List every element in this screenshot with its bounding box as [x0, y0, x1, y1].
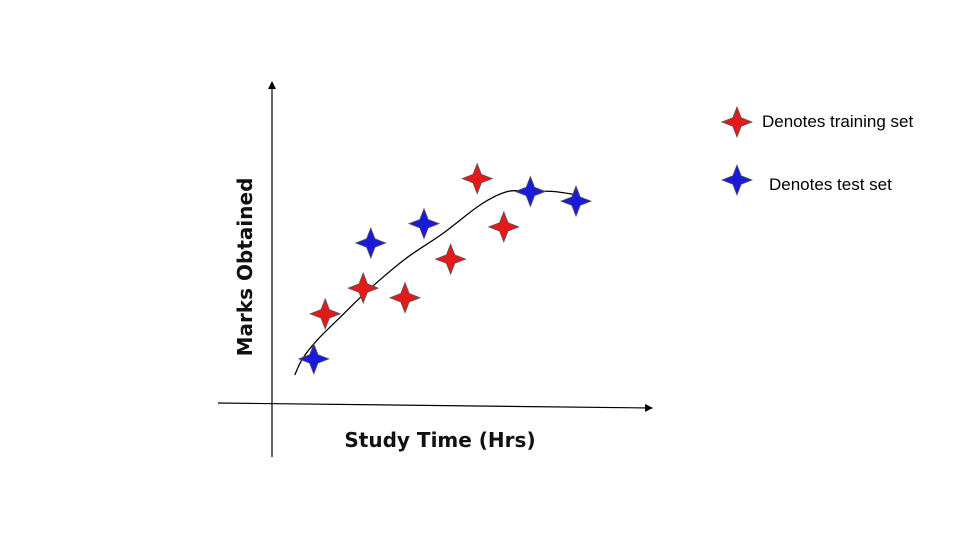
legend: Denotes training set Denotes test set	[720, 105, 913, 197]
data-point-test-4	[559, 185, 593, 218]
data-point-training-5	[487, 210, 520, 244]
legend-marker-training	[720, 105, 754, 139]
data-point-test-2	[407, 207, 441, 240]
legend-marker-test	[720, 163, 754, 197]
data-point-test-0	[297, 342, 330, 376]
data-point-training-2	[388, 281, 422, 314]
y-axis-label: Marks Obtained	[233, 178, 257, 357]
data-point-test-3	[514, 175, 547, 208]
trend-curve	[294, 189, 577, 376]
data-point-training-3	[434, 242, 467, 276]
data-point-training-1	[347, 271, 380, 305]
x-axis-label: Study Time (Hrs)	[344, 428, 535, 452]
legend-label-test: Denotes test set	[769, 175, 892, 194]
x-axis	[217, 402, 653, 412]
legend-label-training: Denotes training set	[762, 112, 913, 131]
data-point-training-4	[461, 162, 494, 195]
data-point-test-1	[354, 226, 387, 260]
legend-star-test	[720, 163, 754, 197]
legend-star-training	[720, 105, 754, 139]
data-point-training-0	[309, 297, 342, 330]
data-points	[297, 162, 593, 376]
